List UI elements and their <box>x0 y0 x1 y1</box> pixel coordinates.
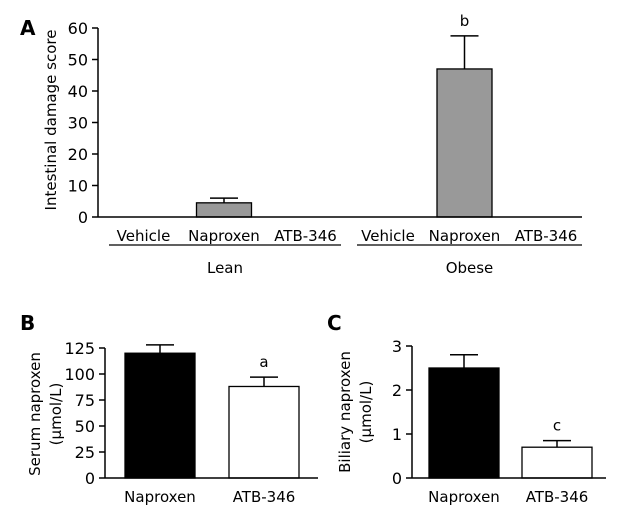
panel-b-letter: B <box>20 311 35 335</box>
panel-a-ylabel: Intestinal damage score <box>42 30 60 211</box>
panel-b-ytick-label: 25 <box>75 443 95 462</box>
panel-a-bar <box>195 202 253 218</box>
panel-a-group-label: Lean <box>207 259 243 277</box>
panel-a-letter: A <box>20 16 36 40</box>
panel-a-category-label: Vehicle <box>361 227 415 245</box>
panel-c-category-label: Naproxen <box>428 488 500 506</box>
panel-a-ytick-label: 10 <box>68 177 88 196</box>
panel-a-annotation: b <box>460 12 470 30</box>
panel-a-ytick-label: 0 <box>78 208 88 227</box>
panel-b-ytick-label: 0 <box>85 469 95 488</box>
panel-a-category-label: ATB-346 <box>515 227 578 245</box>
panel-c-ylabel: Biliary naproxen <box>336 351 354 473</box>
panel-c-category-label: ATB-346 <box>526 488 589 506</box>
panel-b-category-label: ATB-346 <box>233 488 296 506</box>
panel-c-yunit: (µmol/L) <box>357 381 375 444</box>
panel-a-bar <box>436 68 493 218</box>
panel-a-category-label: Naproxen <box>429 227 501 245</box>
panel-b-ytick-label: 50 <box>75 417 95 436</box>
panel-a-category-label: ATB-346 <box>274 227 337 245</box>
panel-a-category-label: Naproxen <box>188 227 260 245</box>
panel-c-bar <box>521 446 593 479</box>
panel-b-bar <box>124 352 196 479</box>
panel-a-category-label: Vehicle <box>117 227 171 245</box>
panel-b-ytick-label: 100 <box>64 365 95 384</box>
panel-b-bar <box>228 385 300 479</box>
panel-c-letter: C <box>327 311 342 335</box>
panel-c-ytick-label: 0 <box>392 469 402 488</box>
panel-c-ytick-label: 2 <box>392 381 402 400</box>
panel-c-ytick-label: 1 <box>392 425 402 444</box>
panel-b-ylabel: Serum naproxen <box>26 352 44 476</box>
panel-a-ytick-label: 30 <box>68 114 88 133</box>
panel-c-ytick-label: 3 <box>392 337 402 356</box>
panel-a-group-label: Obese <box>446 259 494 277</box>
panel-b: B Serum naproxen (µmol/L) Naproxen a ATB-3… <box>20 311 318 506</box>
panel-b-ytick-label: 125 <box>64 339 95 358</box>
panel-a-ytick-label: 50 <box>68 51 88 70</box>
panel-c: C Biliary naproxen (µmol/L) Naproxen c ATB… <box>327 311 606 506</box>
panel-a: A Intestinal damage score Vehicle Naproxe… <box>20 12 582 277</box>
panel-b-ytick-label: 75 <box>75 391 95 410</box>
panel-c-bar <box>428 367 500 479</box>
panel-b-annotation: a <box>259 353 268 371</box>
panel-c-annotation: c <box>553 417 561 435</box>
panel-a-ytick-label: 20 <box>68 145 88 164</box>
panel-b-category-label: Naproxen <box>124 488 196 506</box>
panel-a-ytick-label: 60 <box>68 19 88 38</box>
panel-a-ytick-label: 40 <box>68 82 88 101</box>
panel-b-yunit: (µmol/L) <box>47 383 65 446</box>
